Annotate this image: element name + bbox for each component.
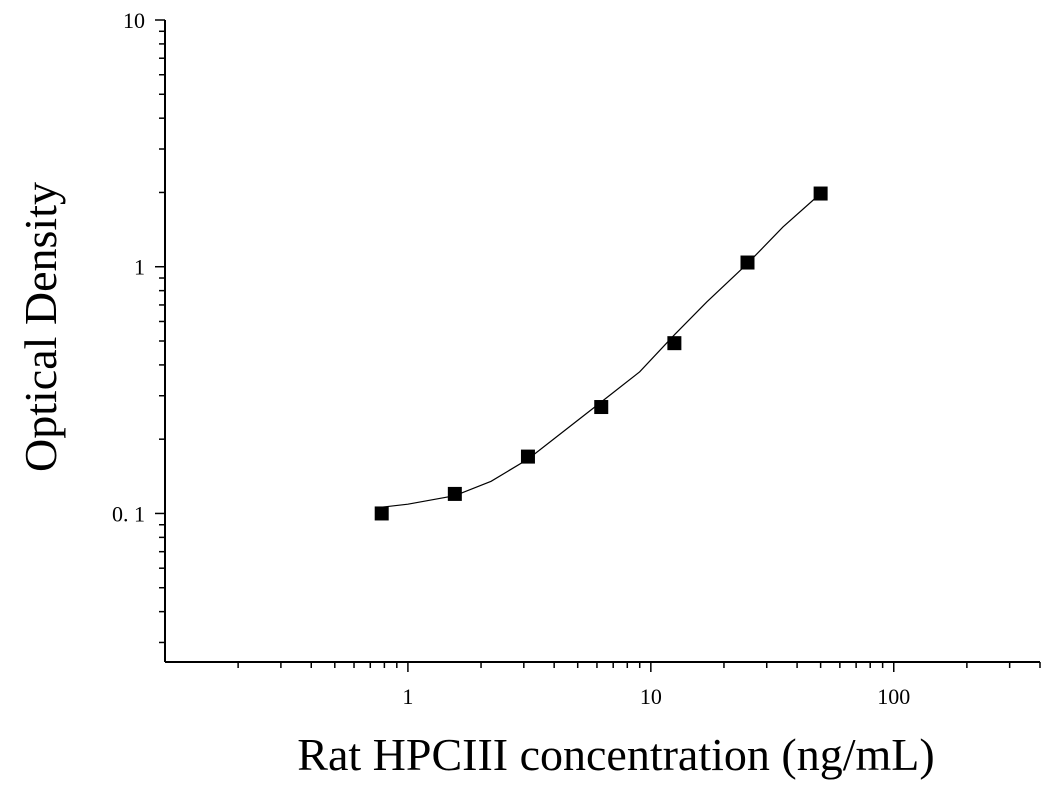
data-point — [374, 506, 389, 521]
x-tick-label: 1 — [402, 684, 413, 709]
plot-axes — [164, 20, 1040, 663]
data-point — [740, 255, 755, 270]
data-point — [813, 186, 828, 201]
x-tick-label: 10 — [640, 684, 662, 709]
data-point — [447, 486, 462, 501]
x-axis-title: Rat HPCIII concentration (ng/mL) — [297, 729, 934, 780]
y-tick-label: 10 — [123, 8, 145, 33]
data-point — [594, 400, 609, 415]
data-points — [374, 186, 828, 521]
axis-ticks: 1 10 100 0. 1 1 10 — [112, 8, 1041, 709]
y-tick-label: 1 — [134, 255, 145, 280]
x-tick-label: 100 — [877, 684, 910, 709]
data-point — [667, 336, 682, 351]
fit-curve-group — [381, 193, 821, 508]
y-axis-title: Optical Density — [15, 182, 66, 472]
fit-curve — [381, 193, 821, 508]
y-tick-label: 0. 1 — [112, 501, 145, 526]
data-point — [520, 449, 535, 464]
